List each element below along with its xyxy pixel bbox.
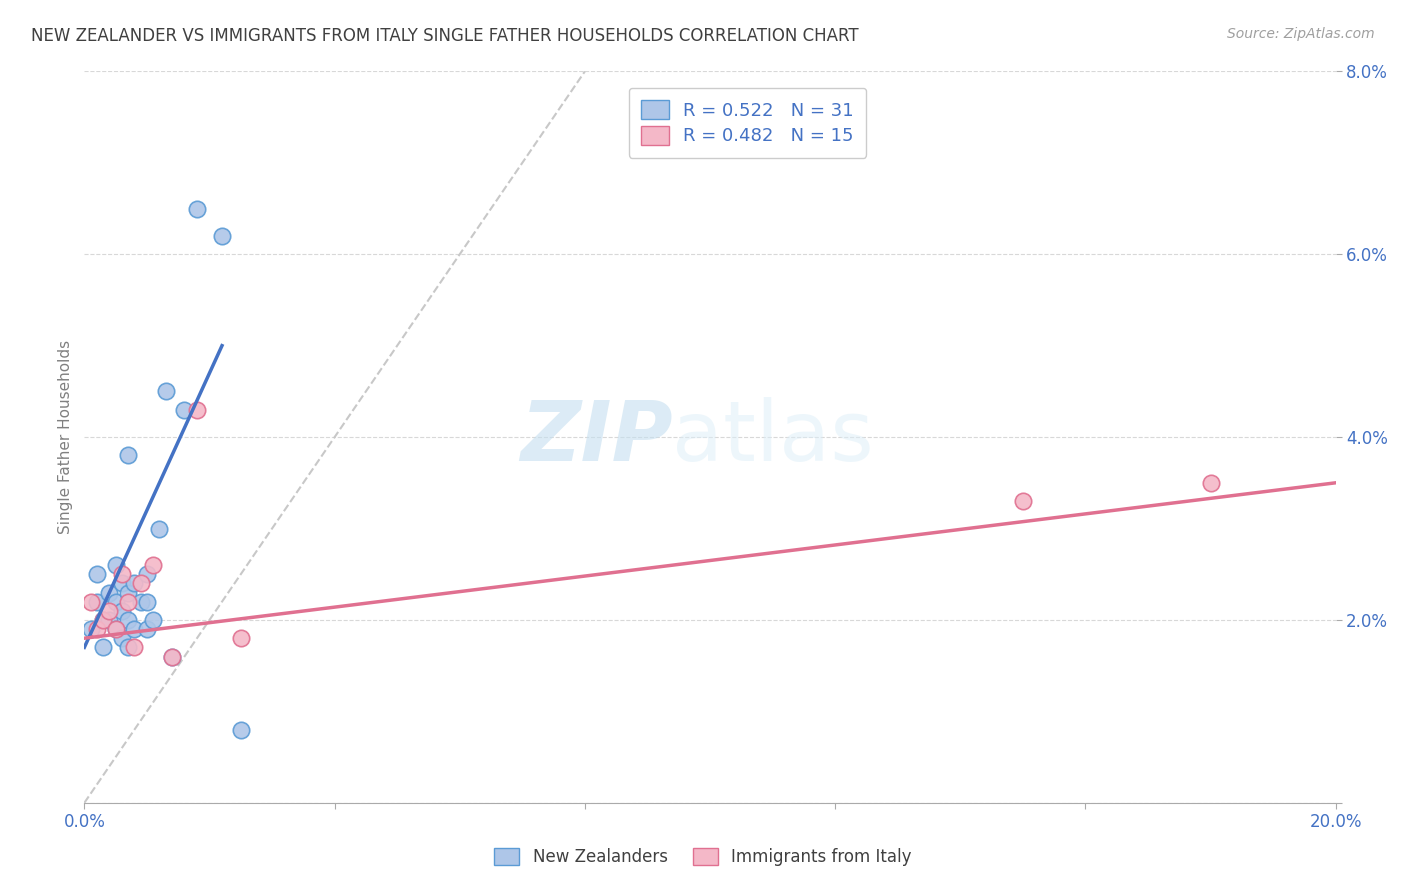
Point	[104, 622, 127, 636]
Point	[155, 384, 177, 399]
Point	[136, 567, 159, 582]
Point	[117, 613, 139, 627]
Point	[229, 632, 252, 646]
Legend: R = 0.522   N = 31, R = 0.482   N = 15: R = 0.522 N = 31, R = 0.482 N = 15	[628, 87, 866, 158]
Point	[98, 613, 121, 627]
Point	[160, 649, 183, 664]
Point	[98, 604, 121, 618]
Point	[124, 576, 146, 591]
Point	[111, 567, 134, 582]
Point	[136, 595, 159, 609]
Point	[211, 229, 233, 244]
Point	[160, 649, 183, 664]
Point	[1199, 475, 1222, 490]
Point	[91, 640, 114, 655]
Point	[98, 585, 121, 599]
Point	[111, 604, 134, 618]
Point	[142, 558, 165, 573]
Text: NEW ZEALANDER VS IMMIGRANTS FROM ITALY SINGLE FATHER HOUSEHOLDS CORRELATION CHAR: NEW ZEALANDER VS IMMIGRANTS FROM ITALY S…	[31, 27, 859, 45]
Text: ZIP: ZIP	[520, 397, 672, 477]
Point	[186, 202, 208, 216]
Point	[186, 402, 208, 417]
Text: atlas: atlas	[672, 397, 875, 477]
Point	[117, 585, 139, 599]
Point	[111, 576, 134, 591]
Point	[111, 632, 134, 646]
Point	[229, 723, 252, 737]
Point	[104, 558, 127, 573]
Point	[142, 613, 165, 627]
Point	[124, 622, 146, 636]
Point	[117, 449, 139, 463]
Text: Source: ZipAtlas.com: Source: ZipAtlas.com	[1227, 27, 1375, 41]
Point	[117, 595, 139, 609]
Point	[86, 595, 108, 609]
Legend: New Zealanders, Immigrants from Italy: New Zealanders, Immigrants from Italy	[486, 840, 920, 875]
Point	[173, 402, 195, 417]
Point	[148, 521, 170, 535]
Point	[91, 613, 114, 627]
Point	[104, 622, 127, 636]
Point	[79, 595, 101, 609]
Point	[86, 567, 108, 582]
Point	[136, 622, 159, 636]
Point	[79, 622, 101, 636]
Point	[129, 576, 152, 591]
Point	[104, 595, 127, 609]
Point	[129, 595, 152, 609]
Point	[124, 640, 146, 655]
Point	[91, 613, 114, 627]
Point	[1012, 494, 1035, 508]
Point	[86, 622, 108, 636]
Point	[117, 640, 139, 655]
Y-axis label: Single Father Households: Single Father Households	[58, 340, 73, 534]
